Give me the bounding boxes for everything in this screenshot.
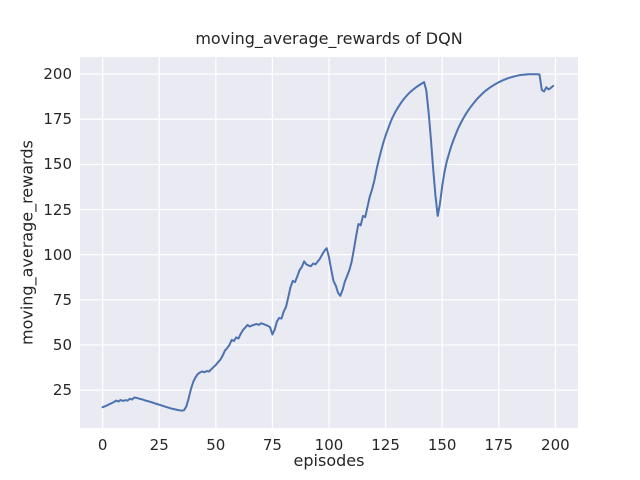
y-tick-label: 75	[52, 290, 72, 309]
x-axis-label: episodes	[293, 451, 365, 470]
y-tick-label: 175	[43, 110, 72, 129]
x-tick-label: 150	[427, 436, 457, 454]
x-tick-label: 125	[371, 436, 400, 454]
chart-title: moving_average_rewards of DQN	[195, 29, 463, 48]
y-tick-label: 200	[43, 65, 72, 84]
y-tick-label: 125	[43, 200, 72, 219]
x-tick-label: 0	[97, 436, 108, 454]
y-tick-label: 25	[52, 381, 72, 400]
y-tick-label: 150	[43, 155, 72, 174]
line-series	[101, 73, 555, 412]
x-tick-label: 200	[541, 436, 570, 454]
x-tick-label: 50	[206, 436, 226, 454]
x-tick-label: 100	[314, 436, 344, 454]
x-tick-label: 175	[484, 436, 514, 454]
x-tick-label: 75	[262, 436, 282, 454]
x-tick-label: 25	[149, 436, 169, 454]
y-tick-label: 50	[52, 335, 72, 354]
y-tick-label: 100	[43, 245, 72, 264]
